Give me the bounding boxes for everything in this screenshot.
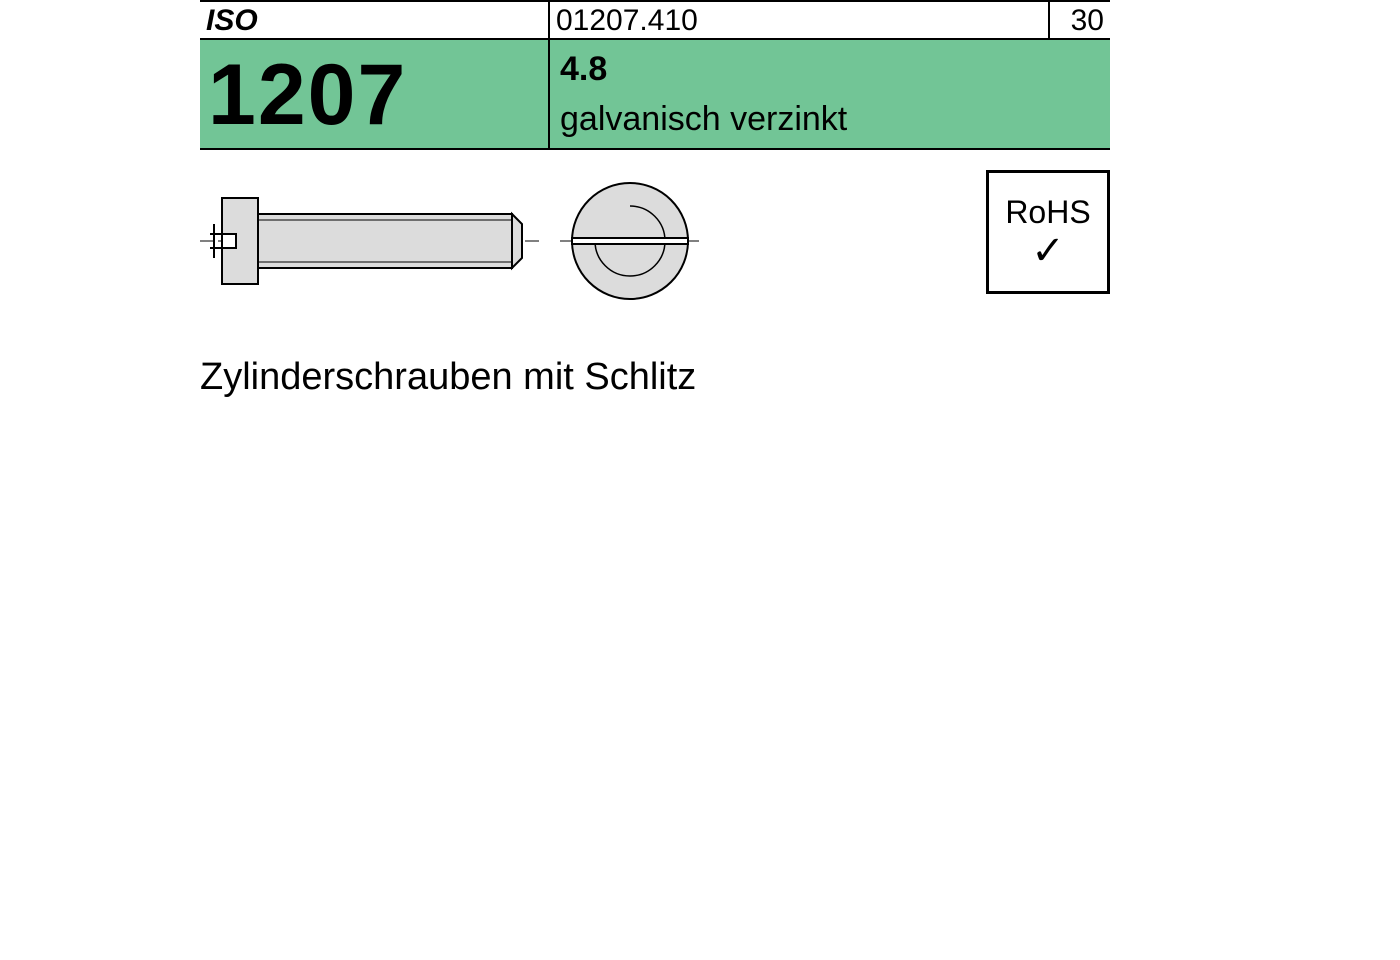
- product-description: Zylinderschrauben mit Schlitz: [200, 356, 1110, 399]
- diagram-row: RoHS ✓: [200, 156, 1110, 326]
- standard-number: 1207: [200, 40, 550, 148]
- surface-finish: galvanisch verzinkt: [560, 100, 1100, 139]
- check-icon: ✓: [1031, 231, 1065, 271]
- header-row-1: ISO 01207.410 30: [200, 0, 1110, 40]
- screw-side-view-icon: [200, 166, 540, 316]
- property-class: 4.8: [560, 50, 1100, 89]
- header-row-2: 1207 4.8 galvanisch verzinkt: [200, 40, 1110, 150]
- screw-head-front-icon: [560, 166, 700, 316]
- rohs-label: RoHS: [1005, 194, 1090, 231]
- rohs-badge: RoHS ✓: [986, 170, 1110, 294]
- standard-label: ISO: [200, 2, 550, 38]
- spec-sheet: ISO 01207.410 30 1207 4.8 galvanisch ver…: [200, 0, 1110, 399]
- article-code: 01207.410: [550, 2, 1050, 38]
- material-info: 4.8 galvanisch verzinkt: [550, 40, 1110, 148]
- page-number: 30: [1050, 2, 1110, 38]
